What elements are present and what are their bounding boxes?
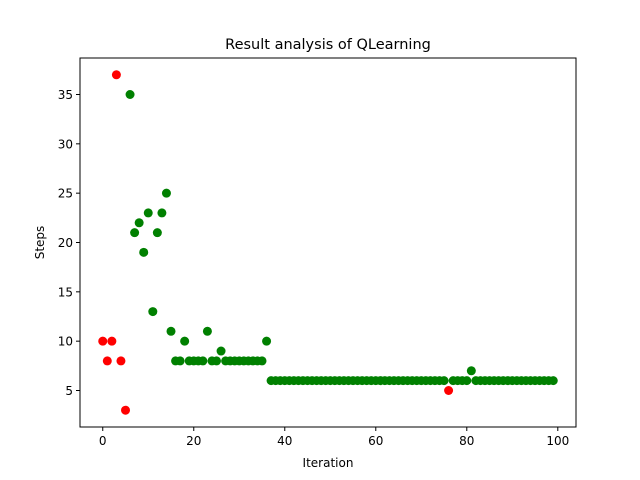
failure-point xyxy=(116,356,126,366)
data-points xyxy=(98,70,558,415)
x-tick-label: 20 xyxy=(186,434,201,448)
success-point xyxy=(466,366,476,376)
y-tick-label: 35 xyxy=(58,88,73,102)
x-tick-label: 0 xyxy=(99,434,107,448)
success-point xyxy=(143,208,153,218)
success-point xyxy=(157,208,167,218)
success-point xyxy=(548,376,558,386)
success-point xyxy=(262,336,272,346)
y-tick-label: 20 xyxy=(58,236,73,250)
chart-title: Result analysis of QLearning xyxy=(225,37,431,53)
plot-frame xyxy=(79,57,577,428)
success-point xyxy=(139,247,149,257)
axis-ticks: 0 20 40 60 80 100 5 10 15 20 25 30 35 xyxy=(58,88,570,448)
y-tick-label: 15 xyxy=(58,285,73,299)
y-tick-label: 10 xyxy=(58,335,73,349)
success-point xyxy=(439,376,449,386)
x-axis-label: Iteration xyxy=(303,456,354,470)
success-point xyxy=(125,90,135,100)
failure-point xyxy=(121,405,131,415)
failure-point xyxy=(444,385,454,395)
failure-point xyxy=(102,356,112,366)
success-point xyxy=(202,326,212,336)
x-tick-label: 80 xyxy=(459,434,474,448)
success-point xyxy=(161,188,171,198)
x-tick-label: 100 xyxy=(546,434,569,448)
x-tick-label: 60 xyxy=(368,434,383,448)
success-point xyxy=(134,218,144,228)
success-point xyxy=(216,346,226,356)
success-point xyxy=(148,307,158,317)
success-point xyxy=(130,228,140,238)
failure-point xyxy=(107,336,117,346)
failure-point xyxy=(98,336,108,346)
success-point xyxy=(175,356,185,366)
success-point xyxy=(180,336,190,346)
success-point xyxy=(462,376,472,386)
y-tick-label: 25 xyxy=(58,187,73,201)
y-tick-label: 5 xyxy=(65,384,73,398)
success-point xyxy=(198,356,208,366)
success-point xyxy=(166,326,176,336)
y-tick-label: 30 xyxy=(58,137,73,151)
success-point xyxy=(152,228,162,238)
success-point xyxy=(212,356,222,366)
failure-point xyxy=(111,70,121,80)
y-axis-label: Steps xyxy=(33,226,47,260)
x-tick-label: 40 xyxy=(277,434,292,448)
success-point xyxy=(257,356,267,366)
